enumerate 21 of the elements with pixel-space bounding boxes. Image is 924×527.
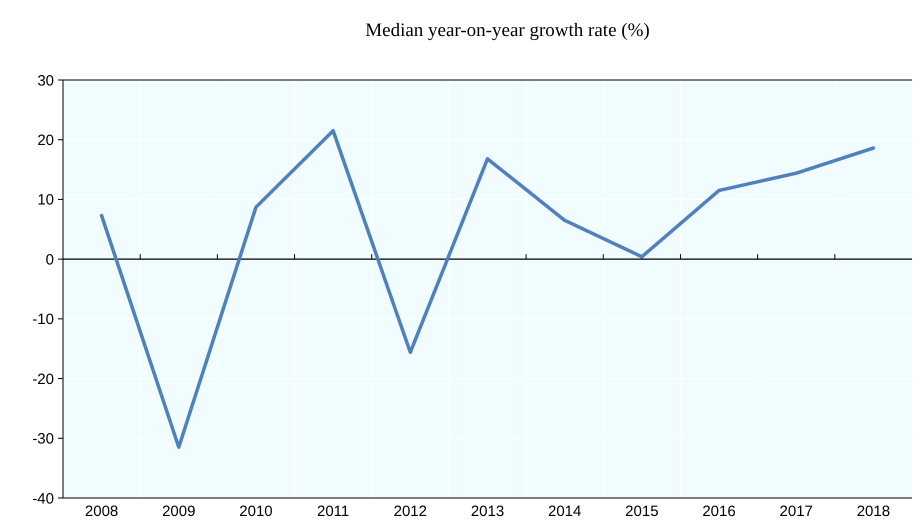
y-tick-label: 30 — [37, 72, 54, 90]
x-tick-label: 2015 — [625, 503, 659, 520]
chart-title: Median year-on-year growth rate (%) — [365, 20, 650, 41]
y-tick-label: -30 — [32, 430, 54, 448]
x-tick-label: 2011 — [317, 503, 350, 520]
y-tick-label: -40 — [32, 490, 54, 508]
y-tick-label: -20 — [32, 370, 54, 388]
x-tick-label: 2014 — [548, 503, 582, 520]
x-tick-label: 2017 — [780, 503, 813, 520]
x-tick-label: 2009 — [162, 503, 196, 520]
x-tick-label: 2016 — [702, 503, 736, 520]
x-tick-label: 2008 — [84, 503, 118, 520]
line-series — [100, 129, 876, 449]
y-tick-label: 20 — [37, 132, 54, 149]
x-tick-label: 2013 — [470, 503, 504, 520]
y-tick-label: -10 — [32, 311, 54, 328]
x-tick-label: 2010 — [239, 503, 273, 520]
x-tick-label: 2012 — [394, 503, 428, 520]
y-tick-label: 10 — [37, 192, 54, 209]
x-tick-label: 2018 — [856, 503, 890, 520]
y-tick-label: 0 — [46, 251, 54, 268]
